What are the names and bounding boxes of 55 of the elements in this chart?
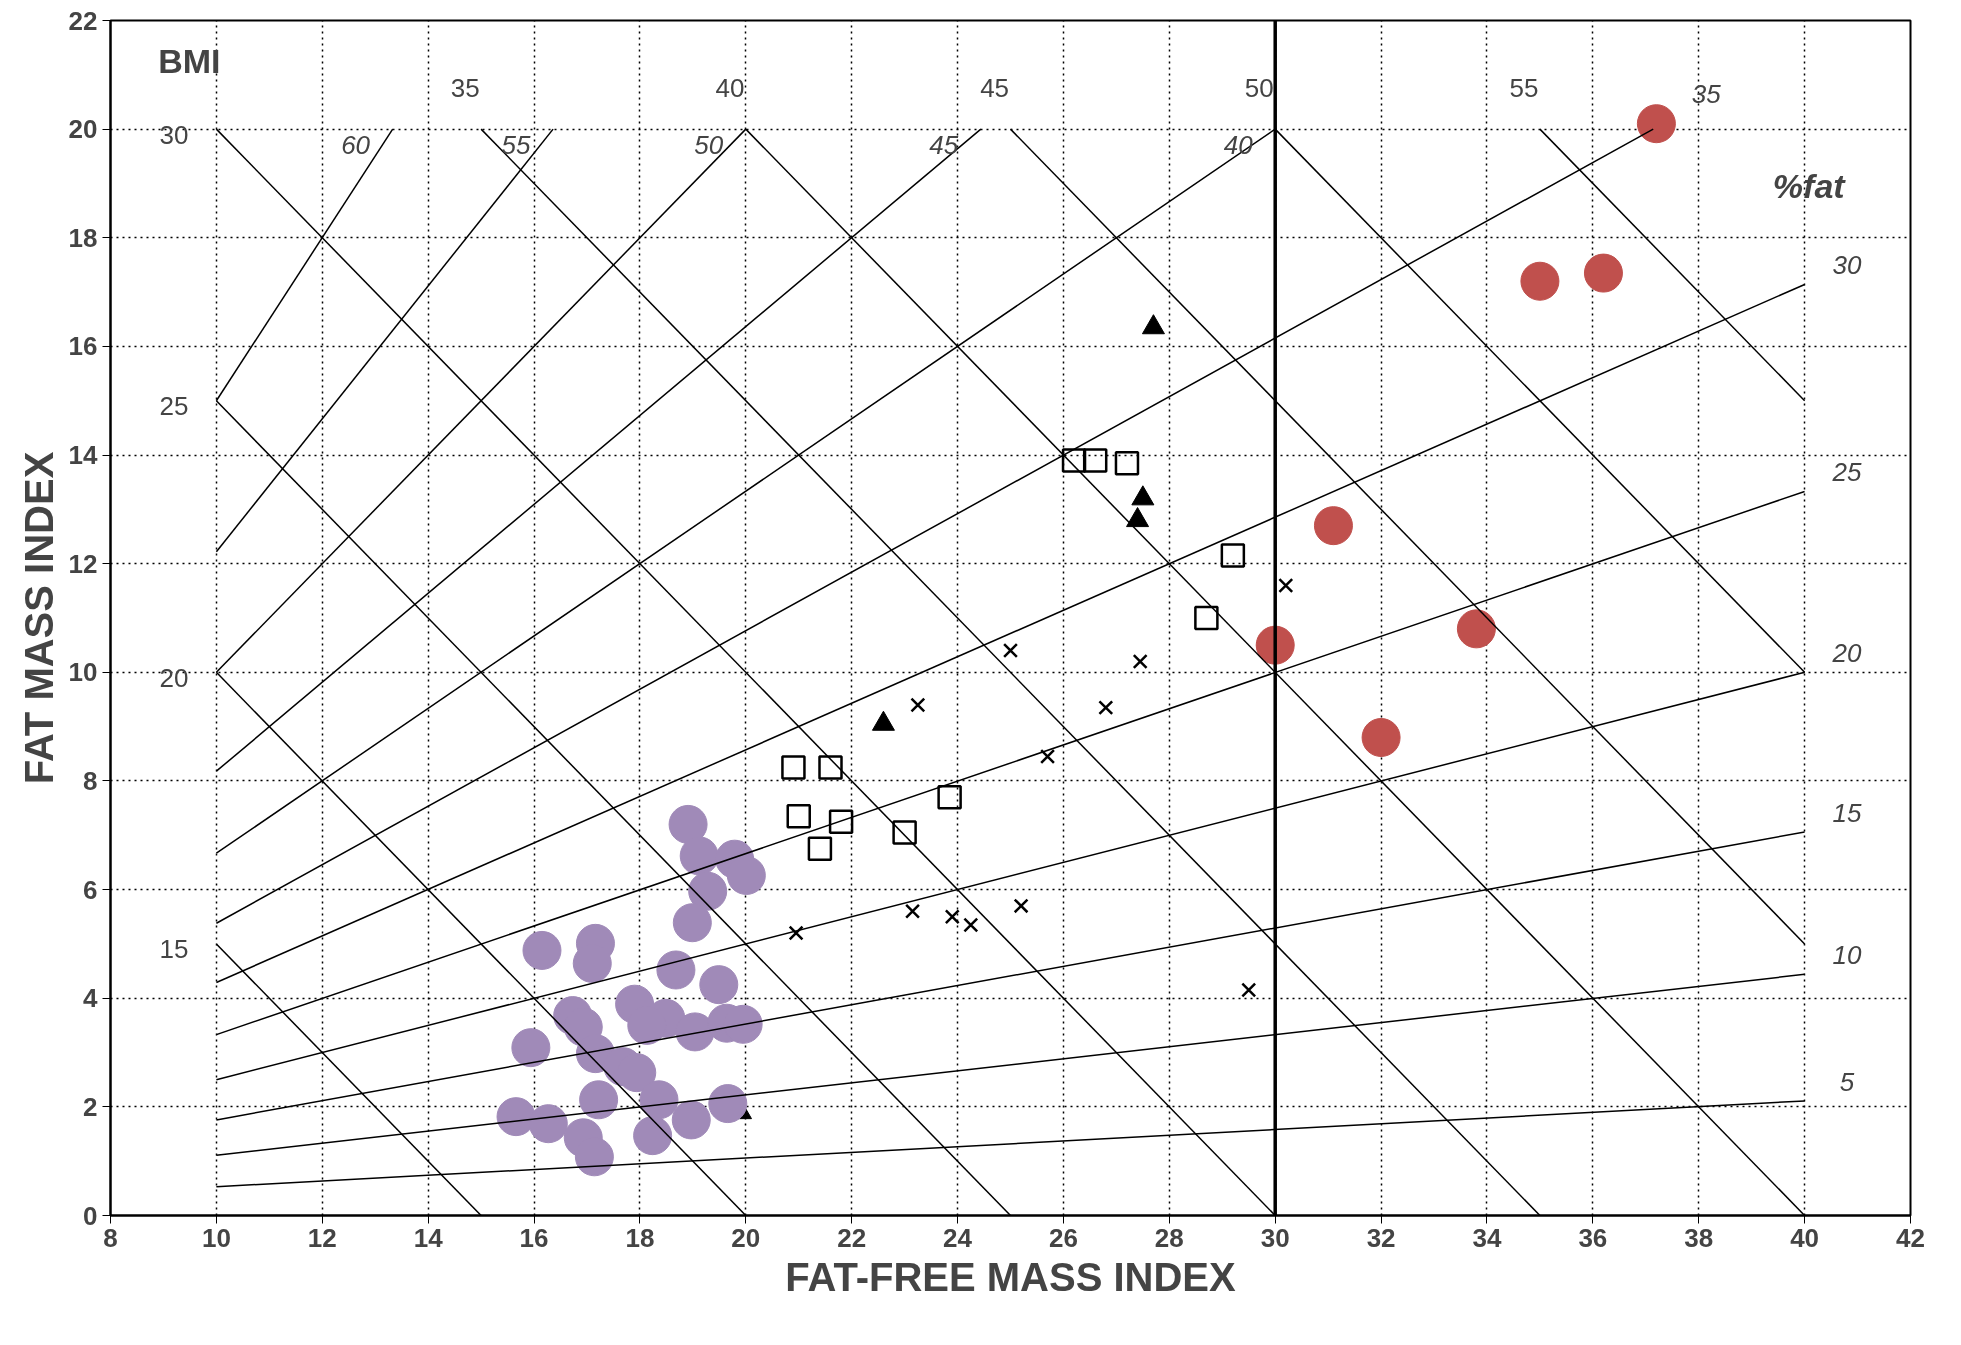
y-tick-label: 16 — [68, 331, 98, 362]
x-tick-label: 12 — [307, 1222, 337, 1253]
series-label: 10 — [1832, 940, 1862, 971]
series-label: 60 — [341, 130, 371, 161]
series-label: 45 — [929, 130, 959, 161]
series-label: 25 — [159, 391, 189, 422]
series-label: 45 — [980, 73, 1010, 104]
x-tick-label: 14 — [413, 1222, 444, 1253]
x-tick-label: 42 — [1896, 1222, 1925, 1253]
y-tick-label: 10 — [68, 657, 98, 688]
series-label: 55 — [1509, 73, 1539, 104]
series-label: 15 — [1832, 798, 1862, 828]
x-tick-label: 18 — [625, 1222, 655, 1253]
y-tick-label: 14 — [68, 440, 99, 471]
y-tick-label: 22 — [68, 5, 98, 36]
series-label: 35 — [1691, 78, 1722, 109]
y-tick-label: 2 — [83, 1091, 98, 1122]
series-label: 25 — [1831, 457, 1862, 488]
x-tick-label: 8 — [103, 1222, 118, 1253]
x-tick-label: 28 — [1154, 1222, 1184, 1253]
x-tick-label: 10 — [201, 1222, 231, 1253]
y-tick-label: 0 — [83, 1200, 98, 1231]
x-tick-label: 16 — [519, 1222, 549, 1253]
y-tick-label: 6 — [83, 874, 98, 905]
x-tick-label: 30 — [1260, 1222, 1290, 1253]
x-tick-label: 34 — [1472, 1222, 1502, 1253]
series-label: 50 — [694, 130, 724, 161]
series-label: 15 — [159, 934, 189, 965]
y-tick-label: 20 — [68, 114, 98, 145]
y-axis-title: FAT MASS INDEX — [16, 451, 61, 785]
series-label: 30 — [1832, 250, 1862, 281]
series-label: 55 — [501, 130, 532, 161]
series-label: 35 — [450, 73, 480, 104]
x-tick-label: 26 — [1048, 1222, 1078, 1253]
x-tick-label: 38 — [1684, 1222, 1714, 1253]
series-label: 40 — [1223, 130, 1254, 161]
series-label: 40 — [715, 73, 745, 104]
x-tick-label: 24 — [943, 1222, 973, 1253]
x-tick-label: 36 — [1578, 1222, 1608, 1253]
series-label: 50 — [1244, 73, 1274, 104]
series-label: 30 — [159, 119, 189, 150]
y-tick-label: 8 — [83, 765, 98, 796]
y-tick-label: 18 — [68, 222, 98, 253]
series-label: 20 — [1831, 638, 1862, 669]
annotation: %fat — [1772, 167, 1847, 206]
y-tick-label: 4 — [83, 983, 99, 1014]
annotation: BMI — [158, 42, 221, 81]
x-tick-label: 20 — [731, 1222, 761, 1253]
x-tick-label: 22 — [837, 1222, 867, 1253]
x-tick-label: 32 — [1366, 1222, 1396, 1253]
y-tick-label: 12 — [68, 548, 98, 579]
series-label: 5 — [1839, 1066, 1855, 1097]
x-tick-label: 40 — [1790, 1222, 1820, 1253]
series-label: 20 — [159, 662, 189, 693]
x-axis-title: FAT-FREE MASS INDEX — [785, 1254, 1237, 1299]
